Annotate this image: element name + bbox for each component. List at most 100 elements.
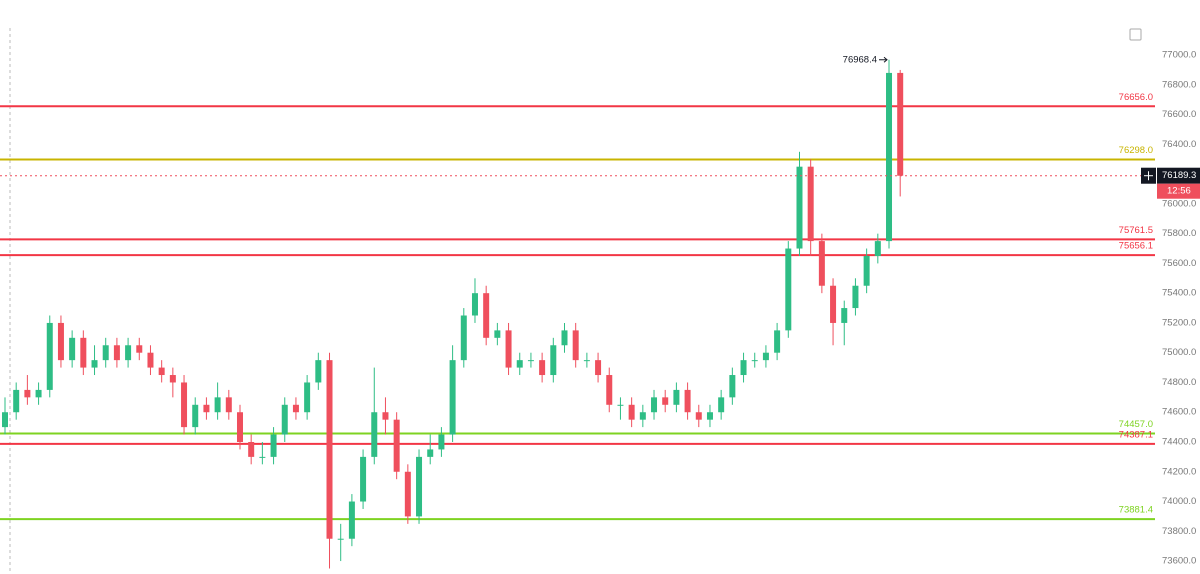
y-tick-label: 74600.0: [1162, 407, 1196, 418]
candle-body: [673, 389, 680, 405]
candle-body: [427, 449, 434, 457]
candle-body: [852, 285, 859, 309]
y-tick-label: 75200.0: [1162, 317, 1196, 328]
candle-body: [13, 389, 20, 413]
candle-body: [214, 397, 221, 413]
candle-body: [371, 412, 378, 457]
candle-body: [125, 345, 132, 361]
countdown: 12:56: [1167, 186, 1191, 197]
candle-body: [315, 360, 322, 383]
candle-body: [203, 404, 210, 413]
candle-body: [292, 404, 299, 413]
y-tick-label: 76400.0: [1162, 139, 1196, 150]
candle-body: [818, 241, 825, 286]
level-label: 75761.5: [1119, 225, 1153, 236]
candle-body: [539, 360, 546, 376]
candle-body: [628, 404, 635, 420]
candle-body: [360, 456, 367, 502]
candle-body: [550, 345, 557, 376]
y-tick-label: 75400.0: [1162, 288, 1196, 299]
candle-body: [80, 337, 87, 368]
price-tag: 76189.3: [1162, 170, 1196, 181]
y-tick-label: 73800.0: [1162, 526, 1196, 537]
candle-body: [225, 397, 232, 413]
candle-body: [796, 166, 803, 249]
candle-body: [561, 330, 568, 346]
level-label: 75656.1: [1119, 241, 1153, 252]
candle-body: [527, 360, 534, 362]
candle-body: [695, 412, 702, 420]
candle-body: [897, 72, 904, 176]
candle-body: [181, 382, 188, 428]
candle-body: [740, 360, 747, 376]
candle-body: [460, 315, 467, 361]
y-tick-label: 74000.0: [1162, 496, 1196, 507]
candle-body: [416, 456, 423, 517]
candle-body: [270, 434, 277, 457]
y-tick-label: 75800.0: [1162, 228, 1196, 239]
candle-body: [102, 345, 109, 361]
candle-body: [706, 412, 713, 420]
candle-body: [762, 352, 769, 361]
high-annotation: 76968.4: [843, 54, 877, 65]
candle-body: [248, 441, 255, 457]
candle-body: [46, 322, 53, 390]
candle-body: [326, 360, 333, 539]
y-tick-label: 74400.0: [1162, 437, 1196, 448]
y-tick-label: 77000.0: [1162, 50, 1196, 61]
candle-body: [192, 404, 199, 428]
candle-body: [841, 308, 848, 323]
candle-body: [471, 293, 478, 316]
candle-body: [404, 471, 411, 517]
candle-body: [169, 375, 176, 383]
candle-body: [774, 330, 781, 353]
level-label: 74457.0: [1119, 419, 1153, 430]
candle-body: [281, 404, 288, 435]
candle-body: [505, 330, 512, 368]
candle-body: [382, 412, 389, 420]
icon-frame: [1129, 28, 1142, 41]
candle-body: [337, 538, 344, 540]
candle-body: [751, 360, 758, 362]
candle-body: [24, 389, 31, 398]
y-tick-label: 75600.0: [1162, 258, 1196, 269]
candle-body: [494, 330, 501, 338]
y-tick-label: 76600.0: [1162, 109, 1196, 120]
candle-body: [393, 419, 400, 472]
candle-body: [785, 248, 792, 331]
candle-body: [438, 434, 445, 450]
candle-body: [886, 72, 893, 242]
candle-body: [572, 330, 579, 361]
candle-body: [304, 382, 311, 413]
candle-body: [874, 241, 881, 256]
candle-body: [863, 255, 870, 286]
candle-body: [729, 375, 736, 398]
candle-body: [259, 456, 266, 458]
candle-body: [57, 322, 64, 361]
y-tick-label: 76800.0: [1162, 79, 1196, 90]
countdown-bg: [1157, 183, 1200, 199]
candle-body: [606, 375, 613, 405]
candle-body: [583, 360, 590, 362]
candle-body: [595, 360, 602, 376]
candle-body: [236, 412, 243, 442]
level-label: 76298.0: [1119, 145, 1153, 156]
fullscreen-icon[interactable]: [1129, 28, 1142, 41]
candle-body: [516, 360, 523, 368]
candle-body: [348, 501, 355, 539]
candle-body: [449, 360, 456, 435]
y-tick-label: 75000.0: [1162, 347, 1196, 358]
candle-body: [483, 293, 490, 338]
candle-body: [830, 285, 837, 323]
candle-body: [684, 389, 691, 413]
y-tick-label: 74200.0: [1162, 466, 1196, 477]
candle-body: [662, 397, 669, 405]
candle-body: [651, 397, 658, 413]
candle-body: [91, 360, 98, 368]
level-label: 73881.4: [1119, 505, 1153, 516]
level-label: 74387.1: [1119, 429, 1153, 440]
candle-body: [718, 397, 725, 413]
y-tick-label: 73600.0: [1162, 556, 1196, 567]
y-tick-label: 76000.0: [1162, 198, 1196, 209]
